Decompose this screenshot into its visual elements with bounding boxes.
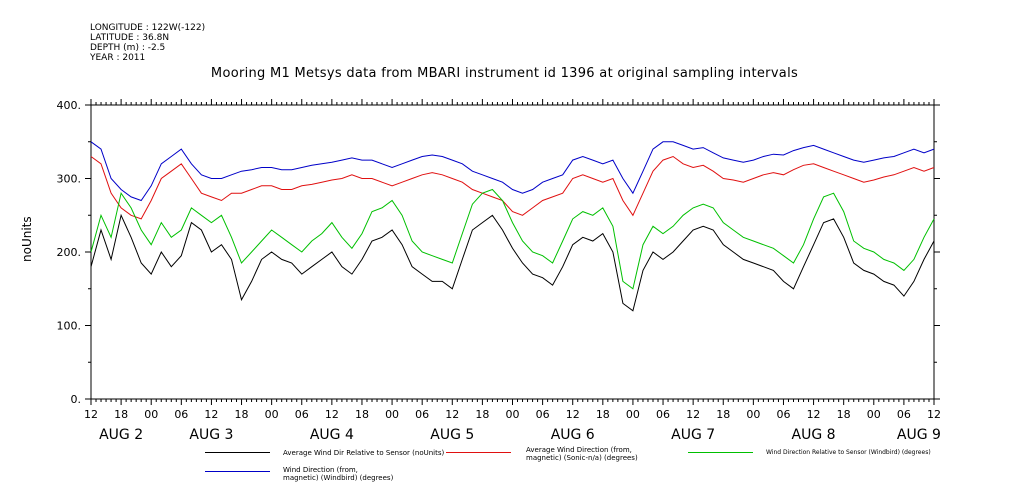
chart-title: Mooring M1 Metsys data from MBARI instru…: [210, 66, 799, 81]
day-label-2: AUG 4: [310, 427, 354, 443]
legend-label-green: Wind Direction Relative to Sensor (Windb…: [766, 449, 931, 456]
legend-label-black: Average Wind Dir Relative to Sensor (noU…: [283, 449, 445, 457]
header-depth: DEPTH (m) : -2.5: [90, 43, 166, 53]
y-tick-label-0: 0.: [71, 393, 82, 406]
x-tick-label-8: 12: [325, 408, 339, 421]
x-tick-label-6: 00: [265, 408, 279, 421]
x-tick-label-12: 12: [445, 408, 459, 421]
x-tick-label-16: 12: [566, 408, 580, 421]
x-tick-label-14: 00: [506, 408, 520, 421]
legend-line-red: [446, 452, 511, 453]
day-label-5: AUG 7: [671, 427, 715, 443]
x-tick-label-15: 06: [536, 408, 550, 421]
x-tick-label-26: 00: [867, 408, 881, 421]
x-tick-label-19: 06: [656, 408, 670, 421]
y-tick-label-1: 100.: [57, 320, 82, 333]
day-label-7: AUG 9: [897, 427, 941, 443]
x-tick-label-5: 18: [235, 408, 249, 421]
header-year: YEAR : 2011: [90, 53, 146, 63]
day-label-6: AUG 8: [792, 427, 836, 443]
day-label-4: AUG 6: [551, 427, 595, 443]
series-line-0: [90, 213, 935, 312]
x-tick-label-10: 00: [385, 408, 399, 421]
x-tick-label-17: 18: [596, 408, 610, 421]
day-label-1: AUG 3: [189, 427, 233, 443]
legend-line-blue: [205, 471, 270, 472]
legend-label-red: Average Wind Direction (from, magnetic) …: [526, 446, 638, 462]
header-latitude: LATITUDE : 36.8N: [90, 33, 170, 43]
x-tick-label-21: 18: [716, 408, 730, 421]
x-tick-label-20: 12: [686, 408, 700, 421]
y-tick-label-4: 400.: [57, 99, 82, 112]
plot-frame: [90, 104, 935, 400]
day-label-0: AUG 2: [99, 427, 143, 443]
x-tick-label-7: 06: [295, 408, 309, 421]
legend-label-blue: Wind Direction (from, magnetic) (Windbir…: [283, 466, 394, 482]
x-tick-label-25: 18: [837, 408, 851, 421]
header-longitude: LONGITUDE : 122W(-122): [90, 23, 206, 33]
x-tick-label-3: 06: [174, 408, 188, 421]
y-tick-label-2: 200.: [57, 246, 82, 259]
x-tick-label-27: 06: [897, 408, 911, 421]
axis-layer: 0. 100. 200. 300. 400. 12 18 00 06 12 18 00 06 12 18 00…: [57, 99, 941, 443]
x-tick-label-22: 00: [746, 408, 760, 421]
legend-line-black: [205, 452, 270, 453]
x-tick-label-4: 12: [204, 408, 218, 421]
series-line-2: [90, 188, 935, 290]
x-tick-label-11: 06: [415, 408, 429, 421]
x-tick-label-0: 12: [84, 408, 98, 421]
x-tick-label-18: 00: [626, 408, 640, 421]
x-tick-label-1: 18: [114, 408, 128, 421]
x-tick-label-2: 00: [144, 408, 158, 421]
x-tick-label-24: 12: [807, 408, 821, 421]
x-tick-label-9: 18: [355, 408, 369, 421]
x-tick-label-13: 18: [475, 408, 489, 421]
y-tick-label-3: 300.: [57, 173, 82, 186]
legend-line-green: [688, 452, 753, 453]
series-line-1: [90, 155, 935, 220]
x-tick-label-23: 06: [776, 408, 790, 421]
x-tick-label-28: 12: [927, 408, 941, 421]
day-label-3: AUG 5: [430, 427, 474, 443]
series-line-3: [90, 141, 935, 202]
series-layer: [90, 141, 935, 312]
